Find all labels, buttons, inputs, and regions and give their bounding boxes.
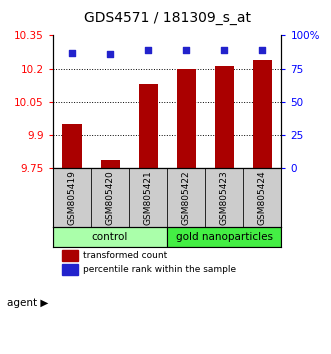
Bar bbox=[177, 69, 196, 169]
Text: GSM805419: GSM805419 bbox=[68, 170, 76, 225]
Bar bbox=[62, 263, 78, 275]
Point bbox=[69, 50, 74, 56]
Text: control: control bbox=[92, 232, 128, 242]
Bar bbox=[129, 169, 167, 227]
Bar bbox=[53, 227, 167, 247]
Bar bbox=[139, 84, 158, 169]
Bar bbox=[91, 169, 129, 227]
Bar bbox=[101, 160, 119, 169]
Text: transformed count: transformed count bbox=[83, 251, 167, 260]
Text: GDS4571 / 181309_s_at: GDS4571 / 181309_s_at bbox=[84, 11, 251, 25]
Text: GSM805421: GSM805421 bbox=[144, 170, 153, 225]
Text: percentile rank within the sample: percentile rank within the sample bbox=[83, 264, 236, 274]
Bar bbox=[253, 60, 272, 169]
Text: GSM805423: GSM805423 bbox=[220, 170, 229, 225]
Text: GSM805424: GSM805424 bbox=[258, 170, 267, 225]
Bar bbox=[53, 169, 91, 227]
Text: gold nanoparticles: gold nanoparticles bbox=[176, 232, 273, 242]
Bar bbox=[167, 169, 205, 227]
Point bbox=[183, 47, 189, 53]
Bar bbox=[243, 169, 281, 227]
Bar bbox=[63, 124, 81, 169]
Bar bbox=[167, 227, 281, 247]
Bar bbox=[215, 67, 234, 169]
Point bbox=[260, 47, 265, 53]
Text: agent ▶: agent ▶ bbox=[7, 298, 48, 308]
Bar bbox=[62, 250, 78, 261]
Point bbox=[221, 47, 227, 53]
Bar bbox=[205, 169, 243, 227]
Point bbox=[145, 47, 151, 53]
Text: GSM805422: GSM805422 bbox=[182, 170, 191, 225]
Text: GSM805420: GSM805420 bbox=[106, 170, 115, 225]
Point bbox=[107, 51, 113, 57]
